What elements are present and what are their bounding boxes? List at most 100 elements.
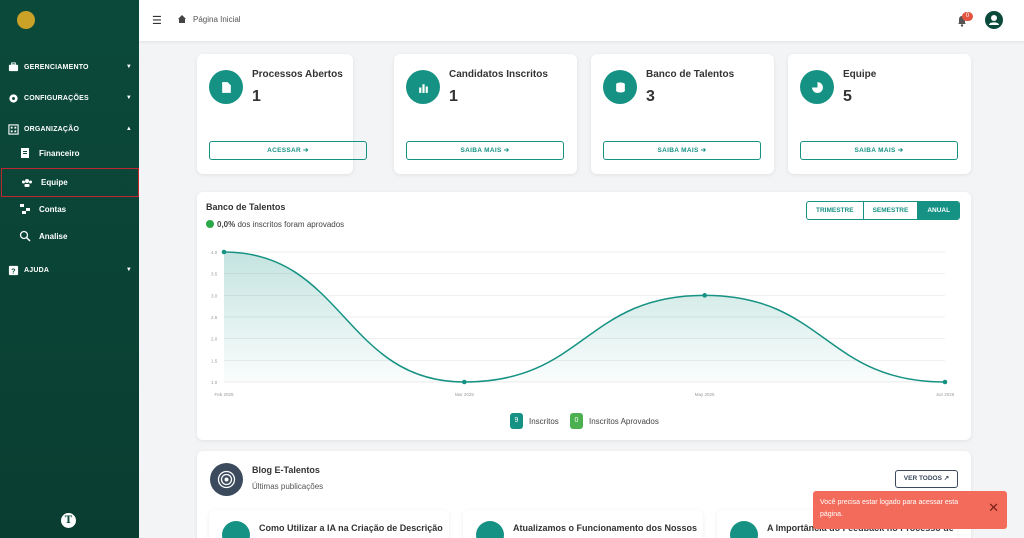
- gear-icon: [9, 93, 18, 103]
- stat-card-banco: Banco de Talentos 3 SAIBA MAIS ➔: [591, 54, 774, 174]
- file-icon: [209, 70, 243, 104]
- chart-subtitle: 0,0% dos inscritos foram aprovados: [206, 220, 344, 229]
- check-circle-icon: [206, 220, 214, 228]
- sidebar-item-equipe[interactable]: Equipe: [1, 168, 139, 197]
- y-tick-label: 4.0: [211, 250, 218, 255]
- stat-card-candidatos: Candidatos Inscritos 1 SAIBA MAIS ➔: [394, 54, 577, 174]
- y-tick-label: 2.0: [211, 337, 218, 342]
- help-icon: ?: [8, 265, 19, 275]
- y-tick-label: 1.0: [211, 380, 218, 385]
- bar-chart-icon: [406, 70, 440, 104]
- legend-label: Inscritos: [529, 416, 559, 426]
- users-icon: [22, 178, 32, 187]
- stat-value: 5: [843, 88, 852, 105]
- saiba-mais-button[interactable]: SAIBA MAIS ➔: [800, 141, 958, 160]
- error-toast: Você precisa estar logado para acessar e…: [813, 491, 1007, 529]
- legend-inscritos[interactable]: 9 Inscritos: [510, 413, 559, 429]
- sidebar-item-configuracoes[interactable]: CONFIGURAÇÕES ▼: [0, 87, 139, 109]
- sidebar-item-label: Contas: [39, 204, 67, 214]
- post-title: Atualizamos o Funcionamento dos Nossos: [513, 523, 698, 533]
- pie-chart-icon: [800, 70, 834, 104]
- sitemap-icon: [20, 204, 30, 214]
- user-icon: [989, 15, 999, 25]
- stat-title: Equipe: [843, 69, 877, 80]
- search-chart-icon: [19, 230, 31, 242]
- close-icon[interactable]: ✕: [988, 500, 999, 515]
- data-point: [221, 249, 227, 255]
- blog-post[interactable]: Atualizamos o Funcionamento dos Nossos: [463, 510, 703, 538]
- saiba-mais-button[interactable]: SAIBA MAIS ➔: [603, 141, 761, 160]
- sidebar-item-gerenciamento[interactable]: GERENCIAMENTO ▼: [0, 56, 139, 78]
- stat-title: Processos Abertos: [252, 69, 343, 80]
- data-point: [702, 293, 707, 298]
- series-line: [223, 251, 946, 383]
- breadcrumb[interactable]: Página Inicial: [193, 15, 241, 24]
- sidebar-item-label: Analise: [39, 231, 68, 241]
- area-chart: 4.0 3.5 3.0 2.5 2.0 1.5 1.0 Feb 2025 Mar 2025 May…: [211, 249, 955, 397]
- y-tick-label: 2.5: [211, 315, 218, 320]
- topbar: ☰ Página Inicial 0: [139, 0, 1024, 41]
- x-tick-label: Feb 2025: [214, 392, 234, 397]
- y-tick-label: 3.0: [211, 293, 218, 298]
- podcast-icon: [210, 463, 243, 496]
- sidebar-item-analise[interactable]: Analise: [0, 224, 139, 248]
- blog-subtitle: Últimas publicações: [252, 482, 324, 491]
- legend-label: Inscritos Aprovados: [589, 416, 659, 426]
- sidebar-item-label: GERENCIAMENTO: [24, 63, 89, 71]
- hamburger-menu-icon[interactable]: ☰: [152, 15, 162, 27]
- footer-logo: T: [61, 513, 76, 528]
- tab-trimestre[interactable]: TRIMESTRE: [816, 207, 854, 214]
- y-tick-label: 1.5: [211, 358, 218, 363]
- svg-text:?: ?: [11, 266, 16, 275]
- chevron-down-icon: ▼: [125, 64, 132, 70]
- tab-anual[interactable]: ANUAL: [917, 202, 960, 219]
- sidebar-item-ajuda[interactable]: ? AJUDA ▼: [0, 259, 139, 281]
- sidebar: GERENCIAMENTO ▼ CONFIGURAÇÕES ▼ ORGANIZA…: [0, 0, 139, 538]
- briefcase-icon: [8, 61, 19, 71]
- post-thumbnail: [222, 521, 250, 538]
- y-tick-label: 3.5: [211, 272, 218, 277]
- chart-title: Banco de Talentos: [206, 202, 286, 212]
- series-area: [224, 252, 945, 382]
- database-icon: [603, 70, 637, 104]
- sidebar-item-label: CONFIGURAÇÕES: [24, 94, 89, 102]
- app-logo[interactable]: [17, 11, 35, 29]
- x-tick-label: Jun 2025: [936, 392, 955, 397]
- legend-aprovados[interactable]: 0 Inscritos Aprovados: [570, 413, 659, 429]
- x-tick-label: Mar 2025: [455, 392, 475, 397]
- blog-title: Blog E-Talentos: [252, 465, 320, 475]
- chevron-up-icon: ▲: [125, 126, 132, 132]
- post-thumbnail: [476, 521, 504, 538]
- post-title: Como Utilizar a IA na Criação de Descriç…: [259, 523, 443, 533]
- legend-count: 9: [510, 413, 523, 429]
- sidebar-item-label: ORGANIZAÇÃO: [24, 125, 80, 133]
- chart-card: Banco de Talentos 0,0% dos inscritos for…: [197, 192, 971, 440]
- data-point: [942, 379, 948, 385]
- sidebar-item-contas[interactable]: Contas: [0, 197, 139, 221]
- ver-todos-button[interactable]: VER TODOS ↗: [895, 470, 958, 488]
- building-icon: [8, 123, 19, 135]
- sidebar-item-label: Equipe: [41, 178, 68, 187]
- x-tick-label: May 2025: [695, 392, 715, 397]
- home-icon[interactable]: [177, 14, 187, 24]
- sidebar-item-financeiro[interactable]: Financeiro: [0, 141, 139, 165]
- saiba-mais-button[interactable]: SAIBA MAIS ➔: [406, 141, 564, 160]
- stat-title: Candidatos Inscritos: [449, 69, 548, 80]
- stat-title: Banco de Talentos: [646, 69, 735, 80]
- stat-card-processos: Processos Abertos 1 ACESSAR ➔: [197, 54, 367, 174]
- tab-semestre[interactable]: SEMESTRE: [862, 202, 918, 219]
- stat-value: 1: [449, 88, 458, 105]
- notification-badge: 0: [962, 12, 973, 21]
- stat-value: 3: [646, 88, 655, 105]
- chevron-down-icon: ▼: [125, 95, 132, 101]
- legend-count: 0: [570, 413, 583, 429]
- blog-post[interactable]: Como Utilizar a IA na Criação de Descriç…: [209, 510, 449, 538]
- sidebar-item-organizacao[interactable]: ORGANIZAÇÃO ▲: [0, 118, 139, 140]
- period-toggle: TRIMESTRE SEMESTRE ANUAL: [806, 201, 961, 220]
- avatar[interactable]: [985, 11, 1003, 29]
- chevron-down-icon: ▼: [125, 267, 132, 273]
- post-thumbnail: [730, 521, 758, 538]
- acessar-button[interactable]: ACESSAR ➔: [209, 141, 367, 160]
- toast-message: Você precisa estar logado para acessar e…: [820, 499, 959, 518]
- stat-value: 1: [252, 88, 261, 105]
